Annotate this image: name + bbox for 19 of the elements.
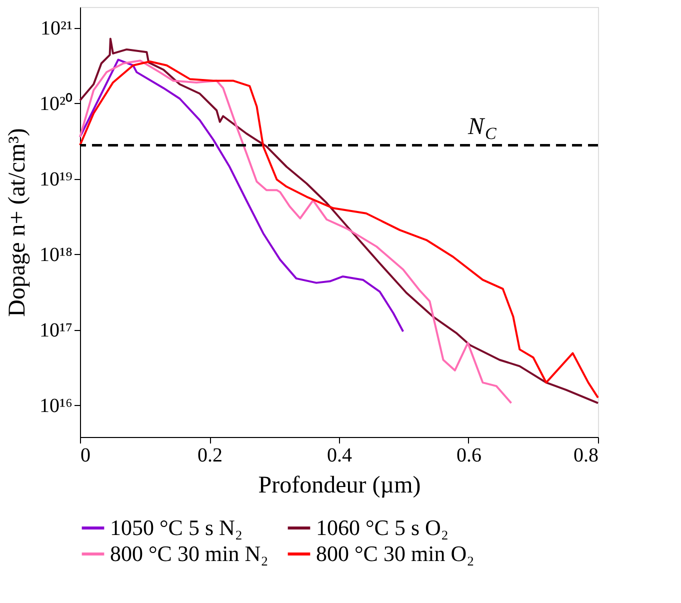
x-tick-label: 0.8 [574, 444, 598, 466]
legend-label: 800 °C 30 min O₂ [316, 541, 474, 566]
x-tick-label: 0 [80, 444, 90, 466]
y-tick-label: 10¹⁷ [40, 319, 73, 342]
y-tick-label: 10²⁰ [40, 92, 72, 115]
y-tick-label: 10¹⁹ [40, 168, 73, 190]
y-tick-label: 10²¹ [40, 18, 72, 40]
x-tick-label: 0.2 [198, 444, 222, 466]
y-axis-title: Dopage n+ (at/cm³) [4, 128, 31, 317]
x-axis-title: Profondeur (µm) [258, 472, 421, 498]
line-series [79, 58, 404, 333]
y-tick-label: 10¹⁶ [40, 394, 73, 417]
x-tick-label: 0.6 [456, 444, 482, 466]
legend-label: 800 °C 30 min N₂ [110, 541, 268, 566]
line-series [79, 60, 512, 404]
legend-label: 1060 °C 5 s O₂ [316, 515, 449, 540]
x-tick-label: 0.4 [327, 444, 352, 466]
y-tick-label: 10¹⁸ [40, 244, 73, 266]
legend-label: 1050 °C 5 s N₂ [110, 515, 243, 540]
